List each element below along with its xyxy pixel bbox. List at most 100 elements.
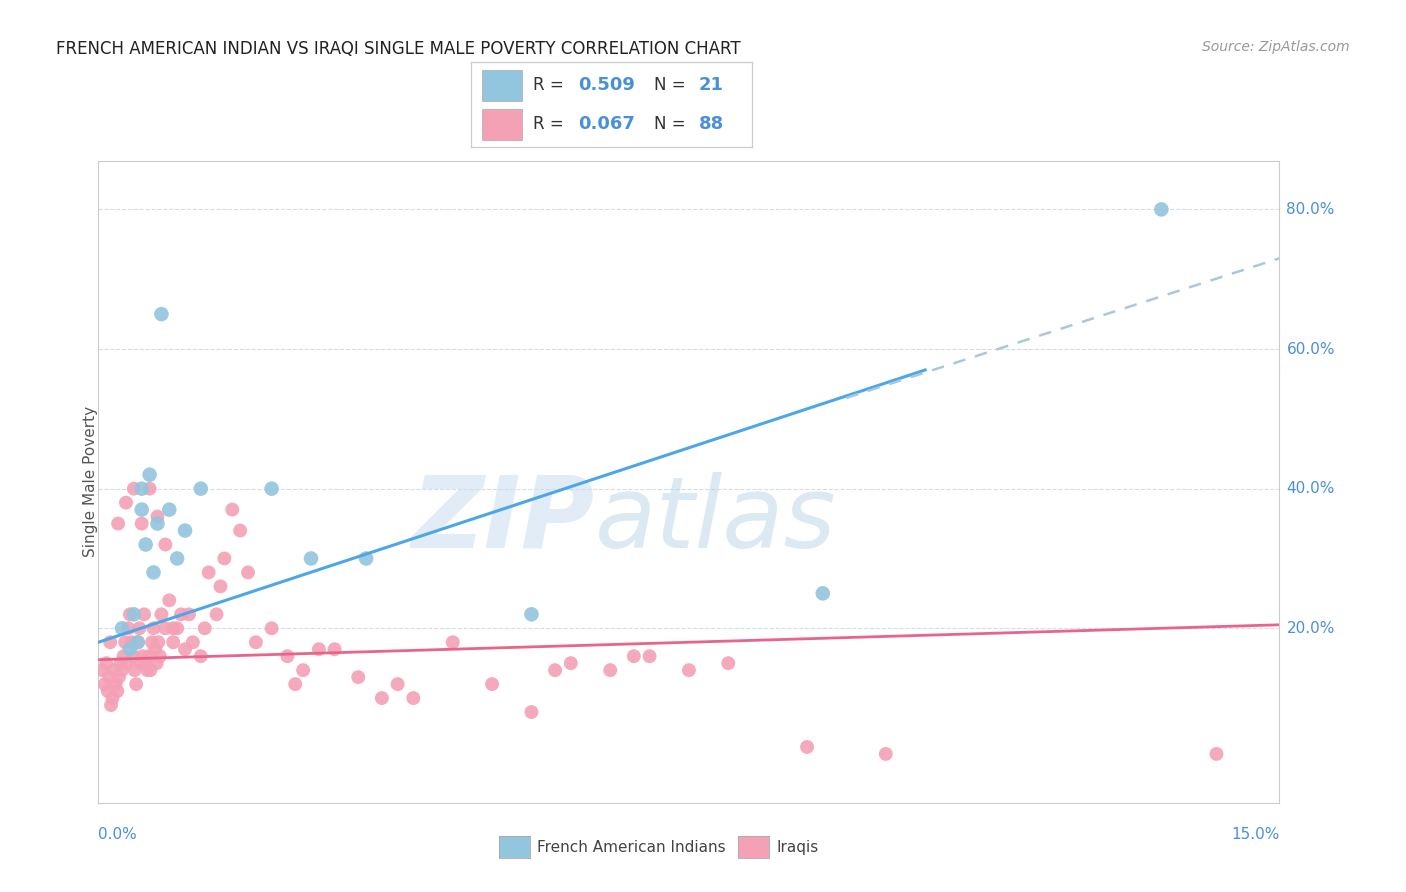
Point (174, 642, 197, 657)
Text: 21: 21 (699, 77, 724, 95)
Point (181, 635, 204, 649)
Point (112, 649, 135, 664)
Point (98, 635, 121, 649)
Point (371, 691, 394, 706)
Point (520, 607, 543, 622)
Point (118, 642, 141, 657)
Point (146, 509, 169, 524)
Point (260, 621, 283, 635)
Point (115, 656, 138, 670)
Text: 80.0%: 80.0% (1286, 202, 1334, 217)
Point (145, 656, 167, 670)
Point (138, 482, 160, 496)
Point (717, 656, 740, 670)
Text: Iraqis: Iraqis (776, 840, 818, 855)
Point (155, 537, 177, 551)
Point (194, 621, 217, 635)
Point (105, 684, 128, 698)
Text: 60.0%: 60.0% (1286, 342, 1334, 357)
Point (148, 635, 170, 649)
Point (107, 516, 129, 531)
Text: French American Indians: French American Indians (537, 840, 725, 855)
Text: N =: N = (654, 115, 690, 133)
Point (811, 586, 834, 600)
Point (190, 482, 212, 496)
Point (197, 566, 219, 580)
Point (177, 607, 200, 622)
Point (124, 663, 146, 677)
Point (560, 656, 582, 670)
Point (678, 663, 700, 677)
Text: 0.0%: 0.0% (98, 827, 138, 841)
Point (131, 649, 153, 664)
Point (122, 649, 145, 664)
Text: R =: R = (533, 77, 569, 95)
Point (155, 621, 177, 635)
Point (638, 649, 661, 664)
Point (276, 649, 298, 664)
Point (93, 677, 115, 691)
Text: Source: ZipAtlas.com: Source: ZipAtlas.com (1202, 40, 1350, 54)
Point (166, 621, 188, 635)
Point (143, 642, 166, 657)
Point (115, 495, 138, 509)
Point (150, 307, 173, 321)
Point (138, 649, 160, 664)
Point (214, 551, 236, 566)
Point (141, 635, 163, 649)
Y-axis label: Single Male Poverty: Single Male Poverty (83, 406, 97, 558)
Point (1205, 747, 1227, 761)
Bar (482, 109, 522, 139)
Text: 0.067: 0.067 (578, 115, 634, 133)
Point (136, 663, 159, 677)
Bar (482, 70, 522, 101)
Text: 88: 88 (699, 115, 724, 133)
Text: 20.0%: 20.0% (1286, 621, 1334, 636)
Point (108, 670, 131, 684)
Point (96, 656, 118, 670)
Point (599, 663, 621, 677)
Text: N =: N = (654, 77, 690, 95)
Point (544, 663, 567, 677)
Point (121, 635, 143, 649)
Point (260, 482, 283, 496)
Point (308, 642, 330, 657)
Point (131, 502, 153, 516)
Point (284, 677, 307, 691)
Text: atlas: atlas (595, 472, 837, 569)
Point (127, 635, 149, 649)
Point (118, 607, 141, 622)
Point (796, 739, 818, 754)
Point (221, 502, 243, 516)
Point (170, 607, 193, 622)
Point (387, 677, 409, 691)
Point (132, 607, 155, 622)
Point (122, 607, 145, 622)
Point (157, 593, 180, 607)
Point (205, 607, 228, 622)
Text: 15.0%: 15.0% (1232, 827, 1279, 841)
Point (402, 691, 425, 706)
Point (139, 663, 162, 677)
Point (114, 635, 136, 649)
Point (149, 649, 172, 664)
Point (209, 579, 232, 593)
Point (142, 621, 165, 635)
Point (875, 747, 897, 761)
Point (98, 670, 121, 684)
Point (623, 649, 645, 664)
Point (135, 537, 157, 551)
Point (162, 621, 184, 635)
Point (166, 551, 188, 566)
Point (125, 677, 148, 691)
Point (135, 656, 157, 670)
Point (299, 551, 322, 566)
Text: R =: R = (533, 115, 569, 133)
Point (174, 524, 197, 538)
Point (131, 516, 153, 531)
Point (229, 524, 252, 538)
Point (190, 649, 212, 664)
Point (1150, 202, 1173, 217)
Text: ZIP: ZIP (412, 472, 595, 569)
Point (245, 635, 267, 649)
